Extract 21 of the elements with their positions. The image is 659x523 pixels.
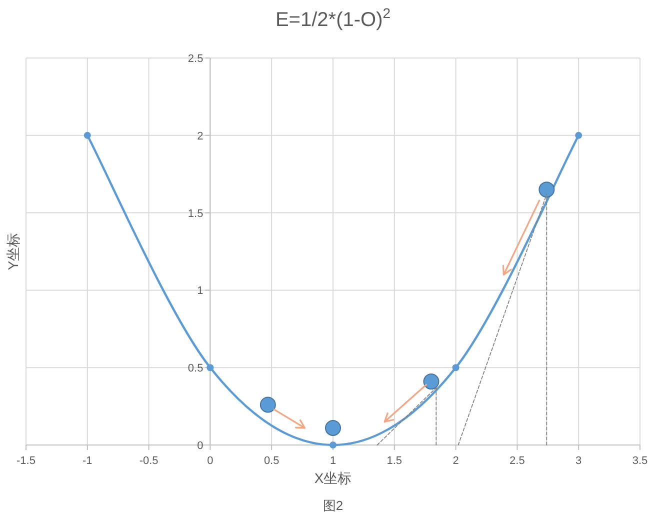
y-tick-label: 2 <box>197 130 204 142</box>
y-tick-label: 2.5 <box>188 53 204 65</box>
x-tick-label: 2.5 <box>510 455 525 467</box>
y-tick-label: 1 <box>197 285 204 298</box>
x-tick-label: 0 <box>207 455 214 467</box>
x-tick-label: 1.5 <box>386 455 402 467</box>
x-tick-label: -0.5 <box>139 455 158 467</box>
x-tick-label: 3.5 <box>632 455 648 467</box>
x-tick-label: 0.5 <box>264 455 280 467</box>
x-tick-label: -1.5 <box>16 455 36 467</box>
y-axis-title: Y坐标 <box>5 232 21 270</box>
y-tick-label: 0.5 <box>188 362 204 375</box>
chart-title: E=1/2*(1-O)$^{2}$ <box>275 5 391 31</box>
y-tick-label: 1.5 <box>188 208 204 220</box>
x-axis-title: X坐标 <box>314 470 352 486</box>
x-tick-label: -1 <box>82 455 92 467</box>
y-tick-label: 0 <box>197 440 204 452</box>
x-tick-label: 3 <box>576 455 582 467</box>
x-tick-label: 1 <box>330 455 336 467</box>
x-tick-label: 2 <box>452 455 459 467</box>
caption: 图2 <box>322 498 344 513</box>
